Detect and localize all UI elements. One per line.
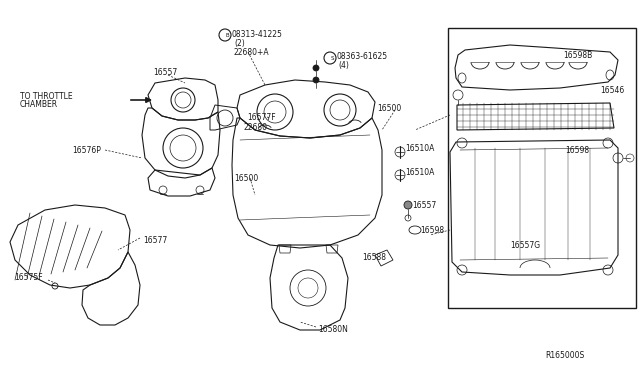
Text: 22680+A: 22680+A xyxy=(234,48,269,57)
Text: 16598: 16598 xyxy=(565,145,589,154)
Text: B: B xyxy=(225,32,229,38)
Circle shape xyxy=(313,77,319,83)
Text: 16598B: 16598B xyxy=(563,51,592,60)
Text: 16577: 16577 xyxy=(143,235,167,244)
Text: 16557G: 16557G xyxy=(510,241,540,250)
Bar xyxy=(448,28,636,308)
Text: 16557: 16557 xyxy=(153,67,177,77)
Text: (4): (4) xyxy=(338,61,349,70)
Circle shape xyxy=(404,201,412,209)
Text: S: S xyxy=(330,55,333,61)
Text: 08363-61625: 08363-61625 xyxy=(337,51,388,61)
Text: 16557: 16557 xyxy=(412,201,436,209)
Text: 16510A: 16510A xyxy=(405,144,435,153)
Text: (2): (2) xyxy=(234,38,244,48)
Text: 16546: 16546 xyxy=(600,86,624,94)
Text: 22680: 22680 xyxy=(244,122,268,131)
Text: 16510A: 16510A xyxy=(405,167,435,176)
Text: 16580N: 16580N xyxy=(318,326,348,334)
Text: 16576P: 16576P xyxy=(72,145,101,154)
Text: 16575F: 16575F xyxy=(14,273,43,282)
Text: 16588: 16588 xyxy=(362,253,386,262)
Circle shape xyxy=(313,65,319,71)
Text: 08313-41225: 08313-41225 xyxy=(232,29,283,38)
Text: R165000S: R165000S xyxy=(545,350,584,359)
Text: TO THROTTLE: TO THROTTLE xyxy=(20,92,72,100)
Text: 16577F: 16577F xyxy=(247,112,276,122)
Text: 16500: 16500 xyxy=(234,173,259,183)
Text: 16598: 16598 xyxy=(420,225,444,234)
Text: 16500: 16500 xyxy=(377,103,401,112)
Text: CHAMBER: CHAMBER xyxy=(20,99,58,109)
